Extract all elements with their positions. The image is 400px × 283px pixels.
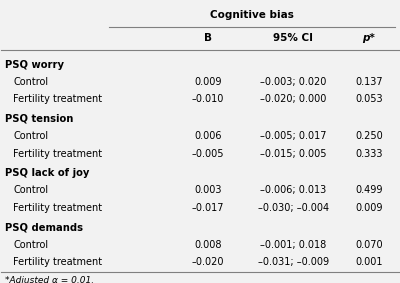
Text: PSQ lack of joy: PSQ lack of joy xyxy=(5,168,90,178)
Text: 0.250: 0.250 xyxy=(355,131,383,141)
Text: Fertility treatment: Fertility treatment xyxy=(13,149,102,159)
Text: PSQ worry: PSQ worry xyxy=(5,59,64,70)
Text: –0.001; 0.018: –0.001; 0.018 xyxy=(260,240,326,250)
Text: 0.053: 0.053 xyxy=(355,95,383,104)
Text: *Adjusted α = 0.01.: *Adjusted α = 0.01. xyxy=(5,276,94,283)
Text: –0.020: –0.020 xyxy=(192,257,224,267)
Text: –0.020; 0.000: –0.020; 0.000 xyxy=(260,95,326,104)
Text: p*: p* xyxy=(362,33,375,43)
Text: Control: Control xyxy=(13,240,48,250)
Text: –0.031; –0.009: –0.031; –0.009 xyxy=(258,257,329,267)
Text: Fertility treatment: Fertility treatment xyxy=(13,257,102,267)
Text: –0.010: –0.010 xyxy=(192,95,224,104)
Text: –0.005: –0.005 xyxy=(192,149,224,159)
Text: 0.070: 0.070 xyxy=(355,240,383,250)
Text: –0.003; 0.020: –0.003; 0.020 xyxy=(260,77,326,87)
Text: 0.003: 0.003 xyxy=(194,185,222,196)
Text: 0.009: 0.009 xyxy=(194,77,222,87)
Text: –0.005; 0.017: –0.005; 0.017 xyxy=(260,131,326,141)
Text: 95% CI: 95% CI xyxy=(273,33,313,43)
Text: –0.015; 0.005: –0.015; 0.005 xyxy=(260,149,326,159)
Text: Fertility treatment: Fertility treatment xyxy=(13,95,102,104)
Text: B: B xyxy=(204,33,212,43)
Text: –0.006; 0.013: –0.006; 0.013 xyxy=(260,185,326,196)
Text: Control: Control xyxy=(13,185,48,196)
Text: 0.008: 0.008 xyxy=(194,240,222,250)
Text: Control: Control xyxy=(13,131,48,141)
Text: 0.333: 0.333 xyxy=(355,149,382,159)
Text: 0.137: 0.137 xyxy=(355,77,383,87)
Text: PSQ tension: PSQ tension xyxy=(5,114,74,124)
Text: Cognitive bias: Cognitive bias xyxy=(210,10,294,20)
Text: –0.030; –0.004: –0.030; –0.004 xyxy=(258,203,329,213)
Text: 0.499: 0.499 xyxy=(355,185,382,196)
Text: Fertility treatment: Fertility treatment xyxy=(13,203,102,213)
Text: 0.001: 0.001 xyxy=(355,257,382,267)
Text: –0.017: –0.017 xyxy=(192,203,224,213)
Text: 0.009: 0.009 xyxy=(355,203,382,213)
Text: 0.006: 0.006 xyxy=(194,131,222,141)
Text: PSQ demands: PSQ demands xyxy=(5,222,83,232)
Text: Control: Control xyxy=(13,77,48,87)
